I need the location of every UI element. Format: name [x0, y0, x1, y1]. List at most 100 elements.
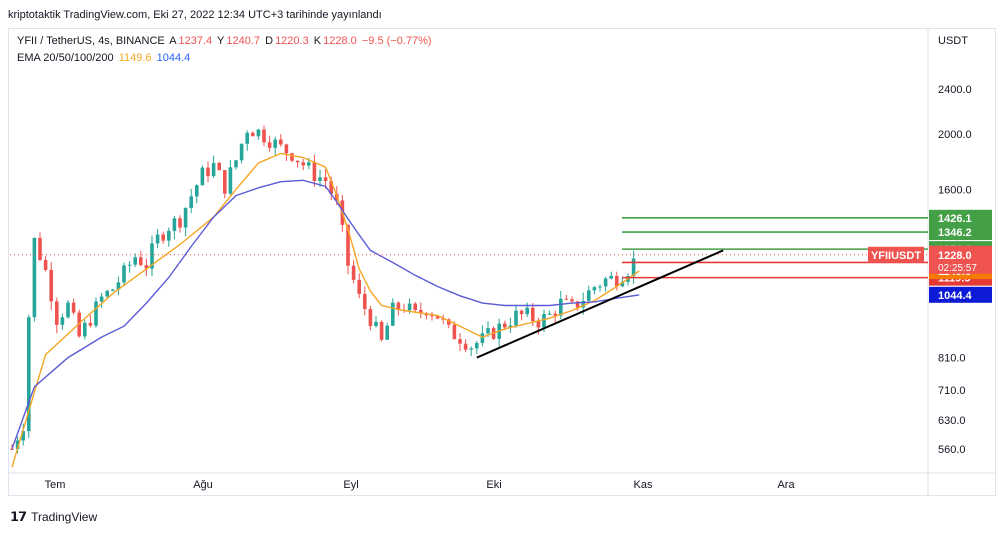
candle-body: [514, 310, 518, 326]
candle-body: [547, 313, 552, 315]
candle-body: [139, 257, 143, 266]
candle-body: [256, 129, 261, 137]
ema-badge: [929, 286, 992, 303]
tradingview-logo-icon[interactable]: 𝟭𝟳: [10, 509, 27, 524]
candle-body: [206, 167, 210, 177]
ohlc-legend: YFII / TetherUS, 4s, BINANCE A 1237.4 Y 12…: [17, 35, 434, 47]
y-tick-label: 1600.0: [938, 184, 972, 196]
candle-body: [480, 333, 485, 343]
candle-body: [200, 167, 205, 186]
candle-body: [273, 139, 277, 148]
x-tick-label: Tem: [45, 479, 66, 491]
change-value: −9.5 (−0.77%): [361, 35, 432, 47]
x-tick-label: Ara: [777, 479, 795, 491]
y-tick-label: 560.0: [938, 444, 966, 456]
candle-body: [441, 318, 445, 320]
candle-body: [60, 317, 65, 325]
candle-body: [323, 177, 328, 181]
trendline: [476, 249, 724, 359]
candle-body: [295, 160, 300, 163]
candle-body: [55, 301, 59, 325]
candle-body: [217, 163, 221, 171]
y-tick-label: 2400.0: [938, 84, 972, 96]
candle-body: [542, 314, 546, 328]
candle-body: [15, 440, 20, 450]
candle-body: [189, 196, 193, 208]
low-label: D: [265, 35, 274, 47]
candle-body: [631, 258, 636, 277]
candle-body: [435, 316, 440, 319]
candle-body: [475, 342, 479, 349]
candle-body: [21, 431, 25, 441]
candle-body: [49, 269, 53, 302]
symbol-badge: [868, 246, 924, 263]
candle-body: [368, 308, 373, 327]
candle-body: [284, 144, 289, 154]
candle-body: [463, 343, 468, 350]
symbol-label[interactable]: YFII / TetherUS, 4s, BINANCE: [17, 35, 165, 47]
x-tick-label: Kas: [634, 479, 653, 491]
candle-body: [38, 237, 42, 261]
candle-body: [351, 265, 356, 280]
candle-body: [161, 234, 165, 241]
candle-body: [374, 321, 378, 327]
candle-body: [419, 309, 423, 314]
ema-slow-value: 1044.4: [156, 52, 191, 64]
ema-badge-text: 1044.4: [938, 290, 973, 302]
candle-body: [469, 348, 473, 350]
candle-body: [391, 302, 395, 326]
candle-body: [262, 129, 266, 143]
candle-body: [127, 264, 132, 266]
footer: 𝟭𝟳 TradingView: [10, 509, 97, 525]
currency-label[interactable]: USDT: [938, 35, 968, 47]
y-tick-label: 2000.0: [938, 129, 972, 141]
candle-body: [94, 301, 98, 326]
candle-body: [413, 303, 417, 310]
open-label: A: [169, 35, 177, 47]
y-tick-label: 810.0: [938, 353, 966, 365]
candle-body: [312, 162, 317, 182]
level-badge-text: 1426.1: [938, 213, 972, 225]
close-value: 1228.0: [323, 35, 357, 47]
candle-body: [519, 310, 524, 315]
level-badge: [929, 224, 992, 241]
candle-body: [598, 286, 602, 288]
candle-body: [116, 282, 121, 290]
candle-body: [559, 298, 563, 316]
candle-body: [71, 302, 76, 313]
candle-body: [570, 299, 574, 302]
candle-body: [564, 298, 569, 300]
candle-body: [245, 132, 249, 144]
candle-body: [447, 319, 451, 325]
candle-body: [267, 142, 272, 148]
candle-body: [290, 153, 294, 161]
low-value: 1220.3: [275, 35, 309, 47]
close-label: K: [313, 35, 322, 47]
candle-body: [10, 448, 14, 450]
candle-body: [27, 317, 31, 432]
candle-body: [183, 207, 188, 228]
chart-frame: [8, 28, 996, 496]
candle-body: [32, 237, 37, 318]
open-value: 1237.4: [178, 35, 213, 47]
candle-body: [211, 163, 216, 177]
brand-name[interactable]: TradingView: [31, 510, 98, 524]
ema-legend: EMA 20/50/100/200 1149.6 1044.4: [17, 52, 192, 64]
ema-label[interactable]: EMA 20/50/100/200: [17, 52, 114, 64]
candle-body: [307, 162, 311, 166]
candle-body: [83, 322, 87, 337]
candle-body: [239, 143, 244, 161]
candle-body: [150, 243, 154, 269]
level-badge-text: 1346.2: [938, 227, 972, 239]
candle-body: [279, 139, 283, 145]
level-badge: [929, 209, 992, 226]
ema-line: [11, 179, 640, 450]
candle-body: [385, 325, 389, 340]
candle-body: [592, 287, 597, 291]
ema-line: [11, 152, 640, 468]
candle-body: [66, 302, 70, 318]
candle-body: [195, 185, 199, 197]
candle-body: [536, 321, 541, 328]
candle-body: [346, 224, 350, 266]
